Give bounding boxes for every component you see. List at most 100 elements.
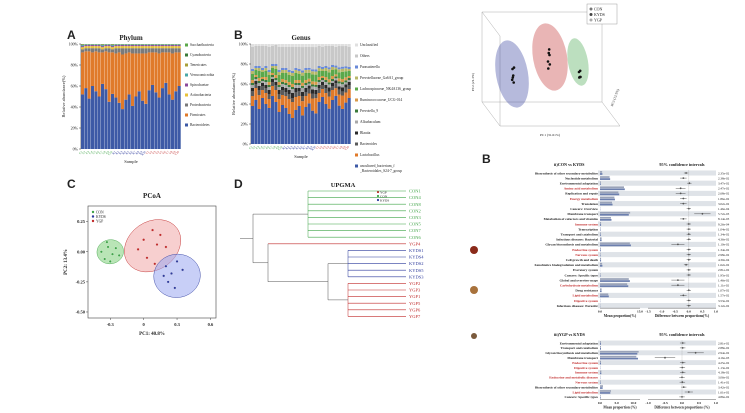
bar-segment (311, 71, 315, 75)
bar-segment (251, 71, 255, 74)
group-ellipse (567, 38, 589, 86)
bar-segment (294, 68, 298, 70)
bar-segment (341, 91, 345, 96)
x-axis-label-right: Difference between proportions (%) (654, 405, 710, 409)
bar-segment (87, 45, 91, 47)
bar-segment (317, 68, 321, 71)
bar-segment (131, 44, 135, 46)
bar-segment (141, 45, 145, 47)
bar-segment (121, 48, 125, 55)
bar-segment (301, 101, 305, 116)
p-value: 9.26e-04 (718, 222, 730, 226)
bar-segment (264, 71, 268, 77)
bar-segment (291, 47, 295, 71)
bar-segment (147, 48, 151, 53)
bar-segment (341, 44, 345, 47)
bar-segment (177, 86, 181, 149)
bar-segment (314, 44, 318, 48)
bar-segment (254, 46, 258, 66)
bar-segment (331, 100, 335, 144)
bar-segment (334, 69, 338, 75)
row-label: Nervous system (575, 381, 598, 385)
bar-segment (307, 85, 311, 89)
x-tick-label: C4 (88, 150, 94, 156)
y-tick-label: 0% (73, 147, 79, 152)
bar-segment (331, 70, 335, 76)
chart-title: Phylum (119, 34, 143, 42)
leaf-label: CON4 (409, 195, 422, 200)
leaf-label: CON7 (409, 228, 422, 233)
legend-label: Unclassified (360, 43, 378, 47)
data-point (117, 253, 121, 257)
x-tick-label: K9 (308, 145, 314, 151)
bar-segment (291, 118, 295, 144)
bar-segment (271, 75, 275, 77)
legend-swatch (355, 65, 358, 69)
bar-segment (304, 68, 308, 70)
row-stripe (598, 360, 716, 366)
bar-segment (151, 84, 155, 149)
bar-segment (261, 83, 265, 86)
bar-segment (111, 47, 115, 50)
row-stripe (598, 221, 716, 227)
row-label: Endocrine and metabolic diseases (549, 376, 598, 380)
mean-bar-a (600, 288, 602, 291)
bar-segment (124, 46, 128, 49)
row-stripe (598, 170, 716, 176)
p-value: 2.38e-02 (718, 176, 730, 180)
mean-bar-b (600, 280, 630, 282)
y-tick-label: 0.00 (77, 249, 86, 254)
bar-segment (294, 88, 298, 92)
bar-segment (154, 52, 158, 93)
row-label: Immune system (575, 371, 598, 375)
x-tick-label: C5 (91, 150, 97, 156)
x-tick-label: K10 (140, 150, 147, 157)
bar-segment (294, 70, 298, 73)
bar-segment (167, 44, 171, 46)
bar-segment (151, 45, 155, 47)
bar-segment (327, 96, 331, 109)
row-label: Digestive system (574, 366, 598, 370)
mean-bar-b (600, 357, 638, 360)
bar-segment (291, 98, 295, 102)
x-tick-label: C3 (255, 145, 261, 151)
legend-swatch (185, 93, 188, 97)
bar-segment (337, 86, 341, 90)
bar-segment (251, 80, 255, 83)
bar-segment (337, 44, 341, 47)
bar-segment (281, 84, 285, 87)
leaf-label: KYDS2 (409, 261, 424, 266)
bar-segment (114, 45, 118, 47)
bar-segment (134, 96, 138, 149)
diff-point (685, 172, 687, 174)
kegg-ygp-vs-kyds-chart: iii)YGP vs KYDS 95% confidence intervals E… (535, 332, 730, 409)
bar-segment (331, 81, 335, 83)
legend-swatch (355, 109, 358, 113)
bar-segment (161, 52, 165, 89)
bar-segment (91, 48, 95, 53)
bar-segment (124, 99, 128, 149)
leaf-label: KYDS4 (409, 255, 424, 260)
row-stripe (598, 180, 716, 186)
legend-label: Bacteroides (360, 142, 378, 146)
plot-frame (87, 205, 217, 319)
bar-segment (104, 89, 108, 149)
pcoa-chart: PCoA -0.3 0 0.3 0.6 -0.50 -0.25 0.00 0.25 PC1: 40… (64, 192, 217, 337)
row-label: Endocrine system (572, 361, 598, 365)
bar-segment (317, 66, 321, 68)
bar-segment (157, 45, 161, 47)
row-label: Global and overview maps (559, 278, 598, 282)
bar-segment (111, 45, 115, 47)
x-tick-label: Y2 (318, 145, 324, 151)
bar-segment (324, 77, 328, 80)
bar-segment (167, 46, 171, 49)
data-point (114, 246, 118, 250)
bar-segment (277, 72, 281, 75)
x-tick-label: K5 (295, 145, 301, 151)
bar-segment (281, 44, 285, 47)
bar-segment (267, 108, 271, 144)
bar-segment (304, 96, 308, 107)
p-value: 2.81e-02 (718, 341, 730, 345)
x-tick-label: K3 (288, 145, 294, 151)
bar-segment (304, 83, 308, 85)
